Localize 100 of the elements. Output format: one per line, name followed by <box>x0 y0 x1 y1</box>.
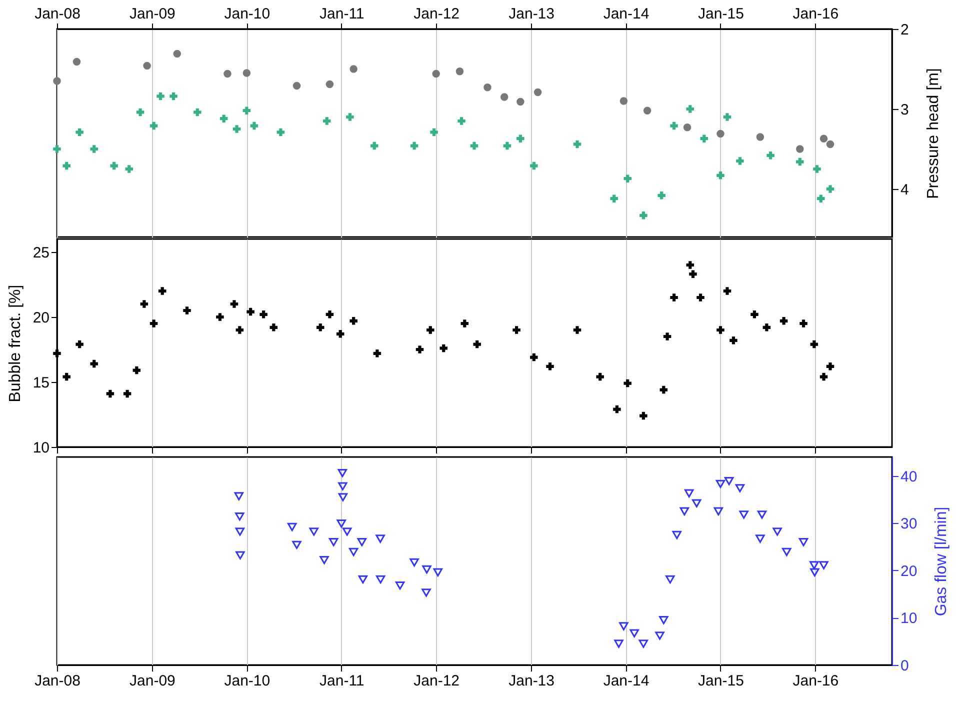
point <box>826 362 834 370</box>
point <box>700 134 708 142</box>
point <box>798 538 808 546</box>
point <box>125 165 134 173</box>
point <box>348 548 358 556</box>
point <box>666 575 675 584</box>
point <box>236 551 245 560</box>
point <box>689 270 697 278</box>
y2-tick-label: 4 <box>900 182 909 198</box>
point <box>750 310 758 318</box>
x-tick-label: Jan-09 <box>130 672 176 690</box>
point <box>614 640 624 648</box>
point <box>235 512 244 521</box>
point <box>739 510 748 519</box>
point <box>826 185 834 193</box>
point <box>473 340 481 348</box>
point <box>292 540 302 550</box>
point <box>287 522 297 532</box>
point <box>338 493 348 502</box>
point <box>76 340 84 348</box>
point <box>460 320 469 328</box>
x-tick-label: Jan-12 <box>414 672 460 690</box>
point <box>422 565 432 574</box>
point <box>440 344 448 352</box>
point <box>663 332 672 340</box>
point <box>276 128 285 136</box>
y2-axis-title: Gas flow [l/min] <box>933 506 950 616</box>
y2-tick-label: 0 <box>900 658 909 674</box>
point <box>714 507 724 516</box>
point <box>546 362 554 370</box>
point <box>250 122 258 130</box>
point <box>260 310 268 318</box>
point <box>62 372 70 381</box>
y2-tick-label: 3 <box>900 102 909 118</box>
point <box>624 379 632 388</box>
point <box>620 97 628 105</box>
point <box>643 106 652 114</box>
point <box>350 65 358 73</box>
point <box>270 324 278 332</box>
point <box>90 145 98 153</box>
point <box>684 489 694 498</box>
point <box>630 629 639 638</box>
point <box>150 320 158 328</box>
point <box>158 287 166 295</box>
point <box>736 157 744 165</box>
point <box>516 98 524 106</box>
point <box>810 568 820 576</box>
point <box>234 492 244 500</box>
point <box>780 317 788 325</box>
point <box>376 575 386 584</box>
point <box>503 142 512 150</box>
point <box>150 122 158 130</box>
point <box>173 50 182 58</box>
x-tick-label: Jan-14 <box>603 672 650 690</box>
point <box>723 287 732 295</box>
point <box>772 528 782 536</box>
point <box>357 538 367 546</box>
point <box>800 320 808 328</box>
point <box>723 113 732 121</box>
point <box>346 113 354 121</box>
point <box>516 134 524 142</box>
point <box>433 568 443 576</box>
point <box>373 350 382 358</box>
point <box>53 145 61 153</box>
point <box>216 313 224 321</box>
point <box>810 340 818 348</box>
point <box>72 58 81 66</box>
point <box>376 534 385 543</box>
y-tick-label: 15 <box>32 374 50 392</box>
point <box>106 390 114 398</box>
point <box>500 93 508 101</box>
point <box>658 192 666 200</box>
point <box>619 622 628 630</box>
point <box>659 616 668 624</box>
point <box>336 520 346 528</box>
point <box>432 70 440 78</box>
point <box>143 62 151 70</box>
point <box>670 122 678 130</box>
point <box>716 326 724 334</box>
point <box>796 145 804 153</box>
point <box>456 68 464 76</box>
point <box>53 350 61 358</box>
point <box>573 140 582 148</box>
point <box>110 162 118 170</box>
point <box>756 133 764 141</box>
point <box>123 390 132 398</box>
point <box>686 105 694 113</box>
point <box>683 124 692 132</box>
x-tick-label: Jan-15 <box>698 6 744 22</box>
point <box>573 326 582 334</box>
y2-axis-title: Pressure head [m] <box>924 68 942 199</box>
point <box>76 128 84 136</box>
x-tick-label: Jan-16 <box>792 6 839 22</box>
point <box>183 306 191 314</box>
y-tick-label: 25 <box>32 244 50 262</box>
point <box>817 194 825 202</box>
point <box>242 106 251 114</box>
point <box>820 134 828 142</box>
point <box>235 528 245 536</box>
x-tick-label: Jan-10 <box>224 672 270 690</box>
